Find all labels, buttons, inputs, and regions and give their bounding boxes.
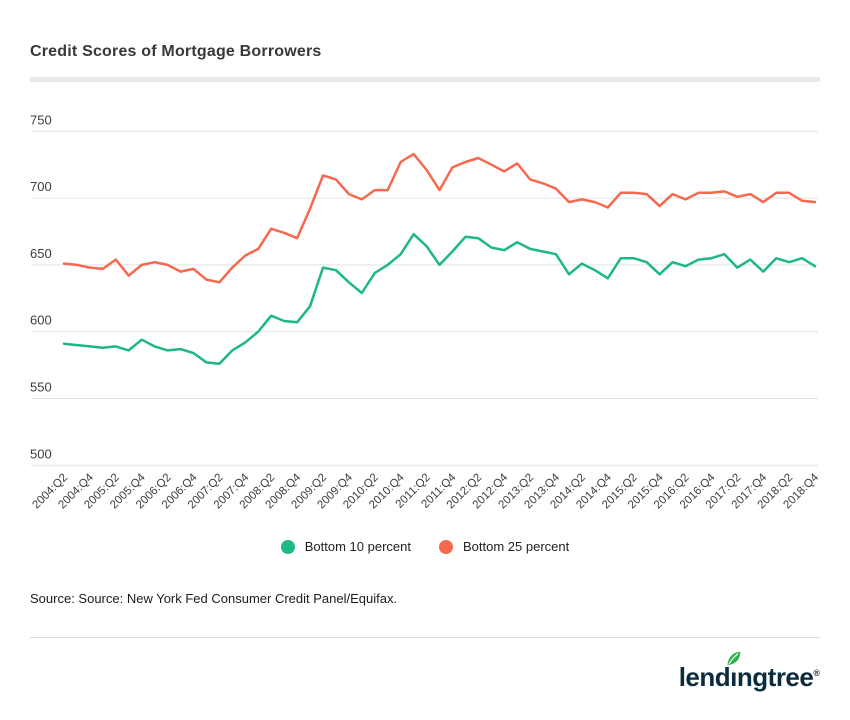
legend-label: Bottom 10 percent	[304, 539, 411, 554]
y-axis-tick-label: 750	[30, 112, 52, 127]
chart-legend: Bottom 10 percent Bottom 25 percent	[0, 539, 850, 554]
legend-dot-green-icon	[280, 539, 295, 554]
legend-item-bottom-25-percent: Bottom 25 percent	[439, 539, 569, 554]
legend-label: Bottom 25 percent	[463, 539, 570, 554]
logo-registered-mark: ®	[813, 668, 820, 678]
logo-text-part2: ngtree	[736, 662, 814, 692]
y-axis-tick-label: 500	[30, 446, 52, 461]
page-title: Credit Scores of Mortgage Borrowers	[30, 43, 322, 60]
y-axis-tick-label: 700	[30, 179, 52, 194]
series-line-bottom-25-percent	[62, 152, 817, 284]
series-line-bottom-10-percent	[62, 232, 817, 366]
logo-text-part1: lend	[678, 662, 731, 692]
y-axis-tick-label: 550	[30, 380, 52, 395]
title-divider	[30, 77, 820, 82]
credit-score-line-chart: 5005506006507007502004:Q22004:Q42005:Q22…	[30, 112, 822, 511]
y-axis-tick-label: 600	[30, 313, 52, 328]
logo-i-wrap: ı	[727, 651, 741, 693]
legend-item-bottom-10-percent: Bottom 10 percent	[280, 539, 411, 554]
legend-dot-orange-icon	[439, 539, 453, 554]
source-attribution: Source: Source: New York Fed Consumer Cr…	[30, 591, 398, 606]
leaf-icon	[727, 651, 741, 665]
lendingtree-logo: lendı ngtree®	[678, 651, 820, 693]
logo-dotless-i: ı	[730, 662, 737, 692]
footer-divider	[30, 637, 820, 638]
y-axis-tick-label: 650	[30, 246, 52, 261]
